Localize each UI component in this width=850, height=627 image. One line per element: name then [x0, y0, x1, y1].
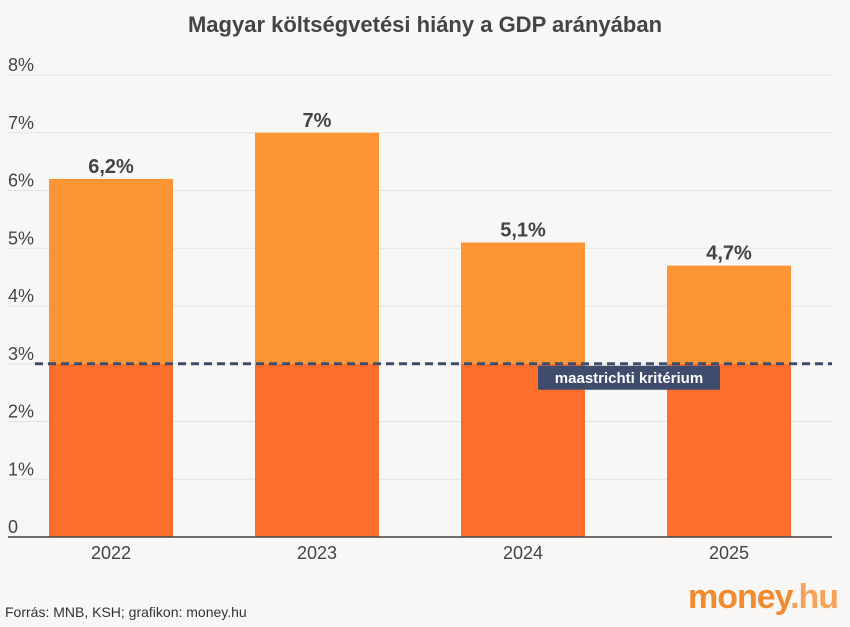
x-axis-ticks: 2022 2023 2024 2025 — [8, 536, 832, 563]
bar-above-reference — [49, 178, 173, 364]
bar-above-reference — [255, 132, 379, 364]
y-tick-label: 6% — [8, 171, 34, 191]
data-labels: 6,2% 7% 5,1% 4,7% — [88, 110, 752, 265]
money-hu-logo: money.hu — [688, 578, 839, 617]
data-label: 7% — [303, 110, 332, 132]
y-tick-label: 0 — [8, 517, 18, 537]
y-tick-label: 5% — [8, 228, 34, 248]
y-tick-label: 8% — [8, 55, 34, 75]
chart-title: Magyar költségvetési hiány a GDP arányáb… — [187, 12, 663, 37]
bar-above-reference — [461, 242, 585, 364]
bar-chart: 01%2%3%4%5%6%7%8% 6,2%7%5,1%4,7% 2022 202… — [8, 55, 832, 563]
y-tick-label: 2% — [8, 402, 34, 422]
y-tick-label: 7% — [8, 113, 34, 133]
source-note: Forrás: MNB, KSH; grafikon: money.hu — [5, 604, 247, 620]
reference-line-group: maastrichti kritérium — [35, 362, 832, 390]
reference-label-background — [538, 365, 720, 390]
data-label: 4,7% — [706, 243, 752, 265]
x-tick-label: 2022 — [91, 543, 131, 563]
bar-below-reference — [49, 363, 173, 537]
y-tick-label: 4% — [8, 286, 34, 306]
data-label: 5,1% — [500, 219, 546, 241]
y-axis-ticks: 0 1% 2% 3% 4% 5% 6% 7% 8% — [8, 55, 34, 537]
y-tick-label: 1% — [8, 459, 34, 479]
logo-main-text: money — [688, 578, 791, 616]
bar-above-reference — [667, 265, 791, 364]
reference-label: maastrichti kritérium — [555, 370, 703, 387]
data-label: 6,2% — [88, 156, 134, 178]
bar-below-reference — [255, 363, 379, 537]
x-tick-label: 2023 — [297, 543, 337, 563]
x-tick-label: 2024 — [503, 543, 543, 563]
logo-tld-text: .hu — [790, 578, 839, 616]
bar-below-reference — [667, 363, 791, 537]
bar-below-reference — [461, 363, 585, 537]
bars — [49, 132, 791, 537]
x-tick-label: 2025 — [709, 543, 749, 563]
y-tick-label: 3% — [8, 344, 34, 364]
